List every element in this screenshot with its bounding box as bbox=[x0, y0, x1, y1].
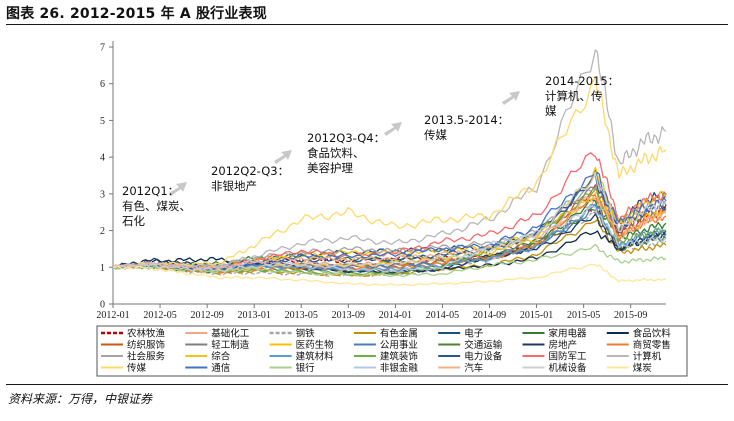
annotations: 2012Q1：有色、煤炭、石化 2012Q2-Q3：非银地产 2012Q3-Q4：食… bbox=[122, 74, 619, 228]
legend-box bbox=[96, 325, 688, 377]
x-tick-label: 2015-05 bbox=[567, 310, 600, 321]
bottom-rule bbox=[6, 384, 728, 385]
series-lines bbox=[112, 49, 667, 287]
y-tick-label: 6 bbox=[100, 79, 105, 90]
series-line bbox=[112, 172, 667, 273]
legend-label: 有色金属 bbox=[380, 328, 418, 340]
x-tick-label: 2013-05 bbox=[285, 310, 318, 321]
legend-label: 家用电器 bbox=[549, 328, 588, 340]
annotation-text: 2012Q1： bbox=[122, 184, 179, 198]
legend-label: 煤炭 bbox=[633, 362, 653, 374]
chart-title: 图表 26. 2012-2015 年 A 股行业表现 bbox=[6, 6, 267, 22]
annotation-text: 食品饮料、 bbox=[307, 146, 365, 160]
y-tick-label: 4 bbox=[100, 153, 105, 164]
source-note: 资料来源：万得，中银证券 bbox=[8, 392, 153, 406]
annotation-text: 有色、煤炭、 bbox=[122, 199, 191, 213]
legend-label: 计算机 bbox=[633, 351, 662, 363]
legend-label: 电力设备 bbox=[464, 351, 503, 363]
legend-label: 房地产 bbox=[549, 339, 578, 351]
annotation-text: 非银地产 bbox=[211, 179, 257, 193]
legend-label: 钢铁 bbox=[296, 328, 316, 340]
annotation-arrow bbox=[384, 122, 402, 136]
y-tick-label: 3 bbox=[100, 189, 105, 200]
legend-label: 汽车 bbox=[464, 362, 483, 374]
legend-label: 通信 bbox=[211, 362, 230, 374]
x-tick-label: 2013-01 bbox=[238, 310, 271, 321]
annotation-text: 2013.5-2014： bbox=[424, 113, 509, 127]
annotation-text: 传媒 bbox=[424, 128, 447, 142]
y-tick-label: 1 bbox=[100, 263, 105, 274]
legend-label: 非银金融 bbox=[380, 362, 419, 374]
series-line bbox=[112, 49, 667, 269]
series-line bbox=[112, 243, 667, 278]
legend-label: 社会服务 bbox=[127, 351, 166, 363]
top-rule bbox=[6, 24, 728, 25]
annotation-arrows bbox=[169, 91, 520, 196]
series-line bbox=[112, 263, 667, 287]
legend-label: 农林牧渔 bbox=[127, 328, 166, 340]
chart-axes: 0 1 2 3 4 5 6 7 2012-01 2012-05 2012-09 2013-01 2013… bbox=[96, 41, 666, 321]
legend-label: 轻工制造 bbox=[211, 339, 250, 351]
x-tick-label: 2013-09 bbox=[332, 310, 365, 321]
legend-label: 基础化工 bbox=[211, 328, 250, 340]
x-tick-label: 2014-09 bbox=[473, 310, 506, 321]
legend-label: 机械设备 bbox=[549, 362, 588, 374]
annotation-text: 2012Q2-Q3： bbox=[211, 164, 289, 178]
annotation-text: 计算机、传 bbox=[545, 89, 603, 103]
annotation-text: 石化 bbox=[122, 214, 145, 228]
annotation-arrow bbox=[169, 182, 187, 196]
series-line bbox=[112, 205, 667, 273]
x-tick-label: 2012-05 bbox=[143, 310, 176, 321]
legend-label: 建筑装饰 bbox=[380, 351, 418, 363]
y-tick-label: 5 bbox=[100, 116, 105, 127]
annotation-text: 2014-2015： bbox=[545, 74, 619, 88]
legend-label: 综合 bbox=[211, 351, 231, 363]
x-tick-label: 2014-05 bbox=[426, 310, 459, 321]
legend-label: 传媒 bbox=[127, 362, 147, 374]
legend-label: 电子 bbox=[464, 328, 484, 340]
legend-label: 银行 bbox=[296, 362, 316, 374]
series-line bbox=[112, 76, 667, 269]
x-tick-label: 2015-09 bbox=[614, 310, 647, 321]
legend-label: 商贸零售 bbox=[633, 339, 671, 351]
legend-label: 交通运输 bbox=[464, 339, 503, 351]
annotation-text: 美容护理 bbox=[307, 161, 353, 175]
legend-label: 医药生物 bbox=[296, 339, 335, 351]
x-tick-label: 2014-01 bbox=[379, 310, 412, 321]
y-tick-label: 0 bbox=[100, 300, 105, 311]
legend-label: 食品饮料 bbox=[633, 328, 672, 340]
legend-label: 纺织服饰 bbox=[127, 339, 165, 351]
y-tick-label: 7 bbox=[100, 43, 105, 54]
annotation-text: 媒 bbox=[545, 104, 557, 118]
x-tick-label: 2015-01 bbox=[520, 310, 553, 321]
x-tick-label: 2012-09 bbox=[190, 310, 223, 321]
annotation-arrow bbox=[274, 150, 292, 164]
annotation-text: 2012Q3-Q4： bbox=[307, 131, 385, 145]
y-tick-label: 2 bbox=[100, 226, 105, 237]
legend-label: 国防军工 bbox=[549, 351, 588, 363]
legend-label: 建筑材料 bbox=[296, 351, 335, 363]
line-chart: 0 1 2 3 4 5 6 7 2012-01 2012-05 2012-09 2013-01 2013… bbox=[96, 41, 688, 377]
annotation-arrow bbox=[502, 91, 520, 105]
x-tick-label: 2012-01 bbox=[96, 310, 129, 321]
series-line bbox=[112, 190, 667, 270]
legend-label: 公用事业 bbox=[380, 339, 418, 351]
